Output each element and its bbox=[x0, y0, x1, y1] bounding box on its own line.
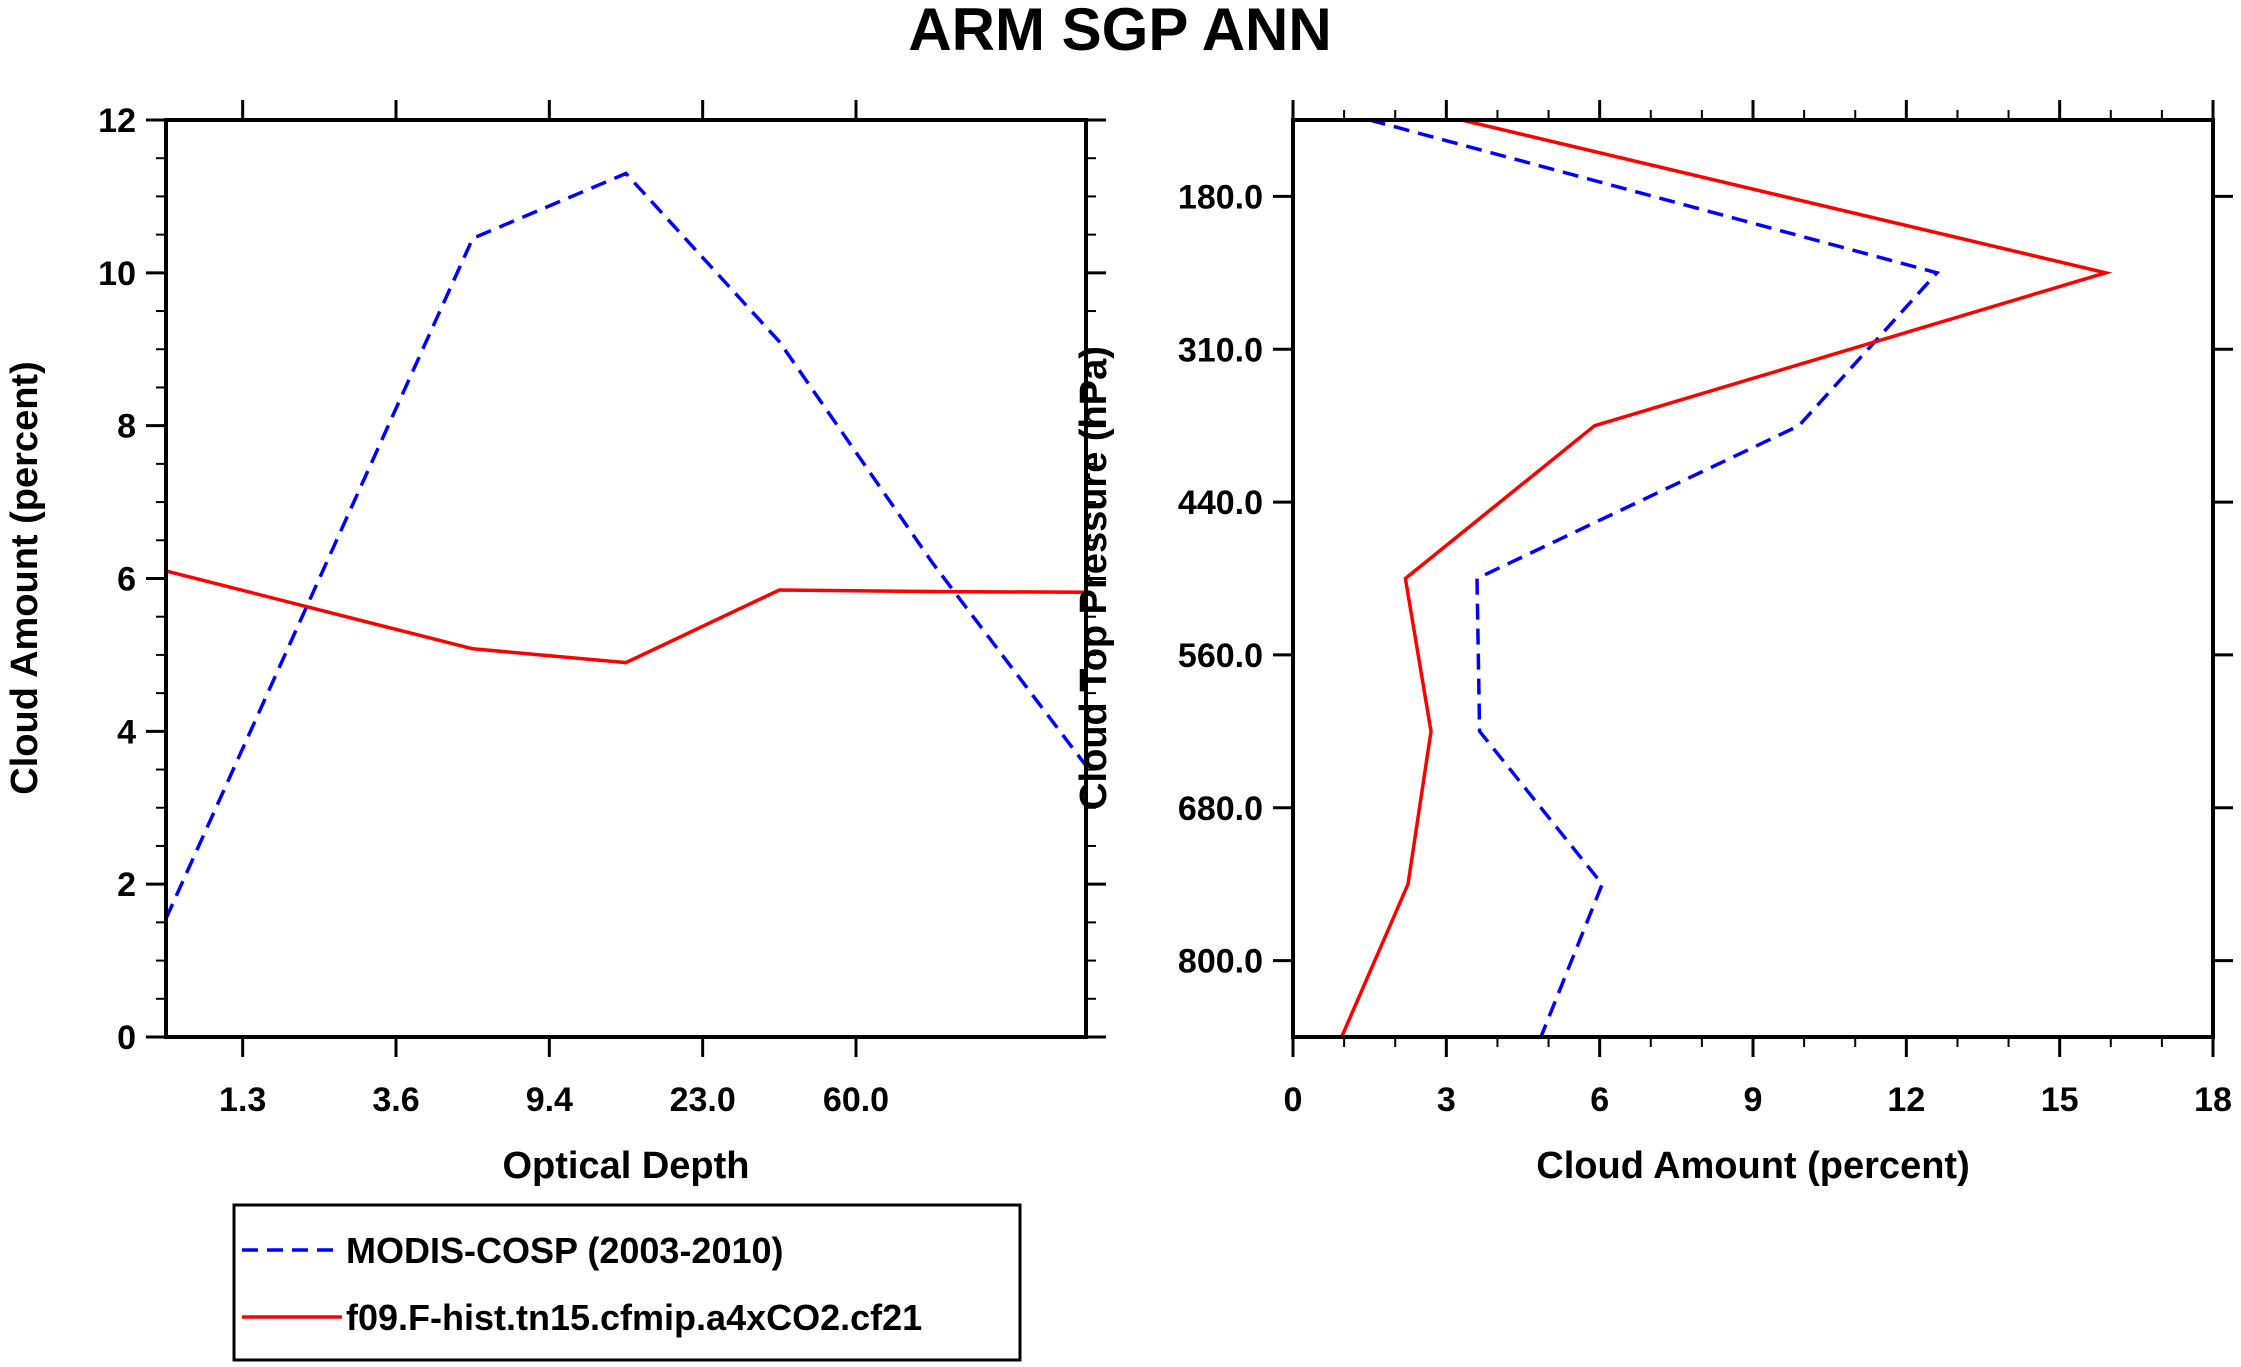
panel1-x-axis-label: Optical Depth bbox=[502, 1145, 749, 1187]
p1-y-tick-label: 10 bbox=[98, 255, 136, 293]
p1-y-tick-label: 2 bbox=[117, 866, 136, 904]
legend: MODIS-COSP (2003-2010) f09.F-hist.tn15.c… bbox=[232, 1203, 1022, 1362]
p2-x-tick-label: 6 bbox=[1590, 1081, 1609, 1119]
p1-y-tick-label: 0 bbox=[117, 1019, 136, 1057]
p1-y-tick-label: 4 bbox=[117, 713, 136, 751]
p2-y-tick-label: 440.0 bbox=[1178, 484, 1263, 522]
p1-y-tick-label: 12 bbox=[98, 102, 136, 140]
panel1-frame bbox=[164, 118, 1088, 1039]
p1-x-tick-label: 1.3 bbox=[219, 1081, 266, 1119]
panel2-frame bbox=[1291, 118, 2215, 1039]
p2-x-tick-label: 3 bbox=[1437, 1081, 1456, 1119]
legend-label-model: f09.F-hist.tn15.cfmip.a4xCO2.cf21 bbox=[346, 1297, 922, 1338]
p2-y-tick-label: 560.0 bbox=[1178, 637, 1263, 675]
p1-series-obs-line bbox=[166, 171, 1086, 920]
p1-x-tick-label: 3.6 bbox=[372, 1081, 419, 1119]
p2-series-obs-line bbox=[1369, 120, 1941, 1037]
panel2-x-axis-label: Cloud Amount (percent) bbox=[1536, 1145, 1969, 1187]
p2-x-tick-label: 12 bbox=[1887, 1081, 1925, 1119]
p2-y-tick-label: 680.0 bbox=[1178, 790, 1263, 828]
panel1-y-axis-label: Cloud Amount (percent) bbox=[4, 361, 46, 794]
p2-y-tick-label: 800.0 bbox=[1178, 943, 1263, 981]
p2-y-tick-label: 180.0 bbox=[1178, 178, 1263, 216]
p1-x-tick-label: 9.4 bbox=[526, 1081, 573, 1119]
legend-label-obs: MODIS-COSP (2003-2010) bbox=[346, 1230, 784, 1271]
p2-x-tick-label: 15 bbox=[2041, 1081, 2079, 1119]
p1-x-tick-label: 23.0 bbox=[670, 1081, 736, 1119]
p1-y-tick-label: 8 bbox=[117, 408, 136, 446]
optical-depth-panel: 0 2 4 6 8 10 12 1.3 3.6 9.4 23.0 60.0 Optical Depth… bbox=[4, 100, 1106, 1187]
p1-series-model-line bbox=[166, 569, 1086, 665]
pressure-panel: 0 3 6 9 12 15 18 180.0 310.0 440.0 560.0 680.0 800.0… bbox=[1073, 100, 2233, 1187]
p2-x-tick-label: 18 bbox=[2194, 1081, 2232, 1119]
legend-box bbox=[232, 1203, 1022, 1362]
p2-series-model-line bbox=[1339, 120, 2113, 1037]
chart-title: ARM SGP ANN bbox=[908, 0, 1331, 63]
p2-x-tick-label: 9 bbox=[1744, 1081, 1763, 1119]
p1-x-tick-label: 60.0 bbox=[823, 1081, 889, 1119]
p1-y-tick-label: 6 bbox=[117, 561, 136, 599]
p2-x-tick-label: 0 bbox=[1284, 1081, 1303, 1119]
p2-y-tick-label: 310.0 bbox=[1178, 331, 1263, 369]
panel2-y-axis-label: Cloud Top Pressure (hPa) bbox=[1073, 346, 1115, 810]
